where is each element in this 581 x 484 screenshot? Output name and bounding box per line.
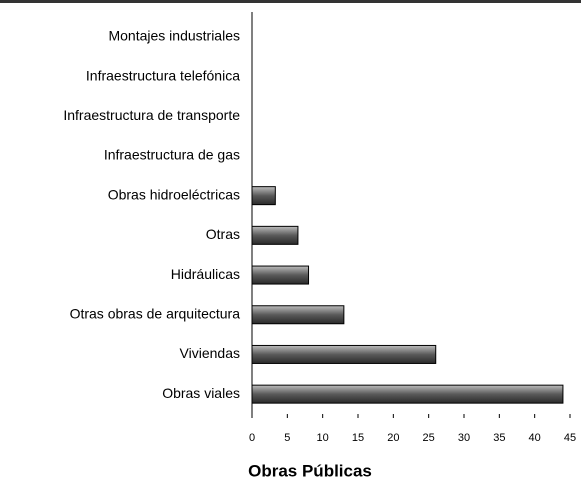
y-tick-label: Obras viales bbox=[162, 385, 240, 401]
bar bbox=[251, 225, 299, 245]
y-tick-label: Otras obras de arquitectura bbox=[70, 305, 241, 321]
bar bbox=[251, 265, 310, 285]
top-border bbox=[0, 0, 581, 3]
x-tick-label: 25 bbox=[423, 432, 435, 444]
bar bbox=[251, 344, 437, 364]
bar bbox=[251, 384, 564, 404]
x-tick-label: 40 bbox=[529, 432, 541, 444]
y-tick-label: Infraestructura telefónica bbox=[86, 67, 240, 83]
x-tick-label: 5 bbox=[284, 432, 290, 444]
bar bbox=[251, 305, 345, 325]
chart-title: Obras Públicas bbox=[248, 461, 372, 480]
x-tick-label: 0 bbox=[249, 432, 255, 444]
bar bbox=[251, 186, 276, 206]
y-tick-label: Obras hidroeléctricas bbox=[108, 186, 240, 202]
x-tick-label: 20 bbox=[387, 432, 399, 444]
x-tick-label: 30 bbox=[458, 432, 470, 444]
x-tick-label: 35 bbox=[493, 432, 505, 444]
y-tick-label: Montajes industriales bbox=[108, 28, 240, 44]
x-tick-label: 15 bbox=[352, 432, 364, 444]
y-tick-label: Viviendas bbox=[180, 345, 240, 361]
y-tick-label: Infraestructura de gas bbox=[104, 147, 240, 163]
y-tick-label: Hidráulicas bbox=[171, 266, 240, 282]
x-tick-label: 10 bbox=[317, 432, 329, 444]
y-tick-label: Otras bbox=[206, 226, 240, 242]
x-tick-label: 45 bbox=[564, 432, 576, 444]
y-tick-label: Infraestructura de transporte bbox=[63, 107, 240, 123]
